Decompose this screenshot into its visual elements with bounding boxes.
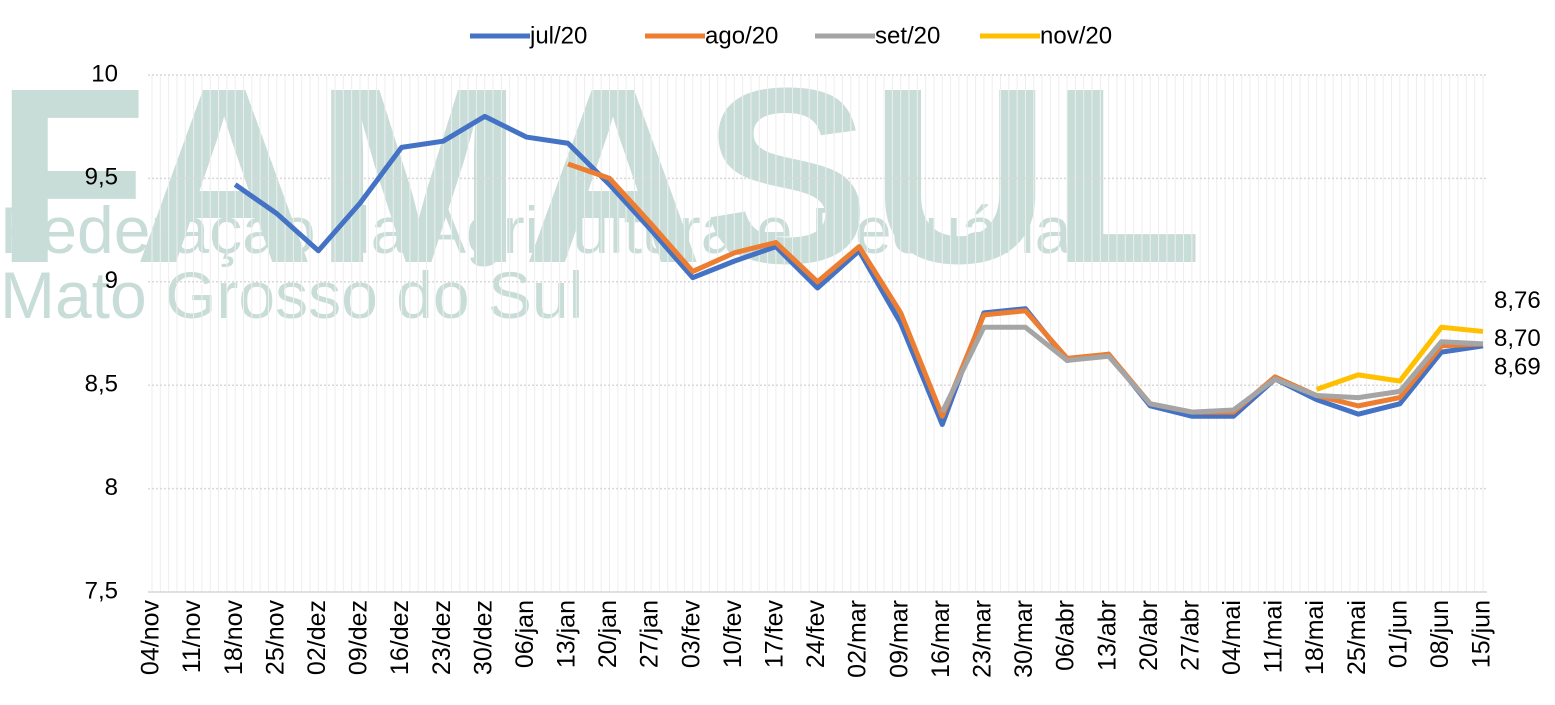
y-tick-label: 7,5 [85,577,118,604]
x-tick-label: 25/mai [1343,600,1371,675]
data-label: 8,76 [1494,287,1541,314]
legend-label: ago/20 [705,22,778,49]
x-tick-label: 16/dez [386,600,414,675]
x-tick-label: 06/jan [511,600,539,668]
x-tick-label: 09/mar [885,600,913,678]
x-tick-label: 17/fev [761,600,789,669]
x-tick-label: 27/abr [1176,600,1204,671]
x-tick-label: 16/mar [927,600,955,678]
x-tick-label: 01/jun [1384,600,1412,668]
y-tick-label: 9,5 [85,164,118,191]
x-tick-label: 24/fev [802,600,830,669]
data-label: 8,69 [1494,353,1541,380]
x-tick-label: 03/fev [677,600,705,669]
y-tick-label: 10 [91,60,118,87]
x-tick-label: 09/dez [345,600,373,675]
legend-label: jul/20 [529,22,587,49]
legend-label: set/20 [875,22,940,49]
x-tick-label: 11/mai [1260,600,1288,673]
x-tick-label: 25/nov [261,600,289,676]
data-label: 8,70 [1494,325,1541,352]
y-tick-label: 9 [105,267,118,294]
x-tick-label: 18/mai [1301,600,1329,675]
series-line [1315,324,1484,392]
x-tick-label: 30/dez [469,600,497,675]
x-tick-label: 10/fev [719,600,747,669]
x-tick-label: 11/nov [178,600,206,674]
y-tick-label: 8,5 [85,371,118,398]
x-tick-label: 30/mar [1010,600,1038,678]
x-tick-label: 08/jun [1426,600,1454,668]
x-tick-label: 06/abr [1052,600,1080,671]
x-tick-label: 04/nov [137,600,165,676]
y-tick-label: 8 [105,474,118,501]
x-tick-label: 23/mar [968,600,996,678]
x-tick-label: 02/mar [844,600,872,678]
x-tick-label: 04/mai [1218,600,1246,675]
x-tick-label: 20/jan [594,600,622,668]
x-tick-label: 02/dez [303,600,331,675]
x-tick-label: 18/nov [220,600,248,676]
legend-label: nov/20 [1040,22,1112,49]
x-tick-label: 20/abr [1135,600,1163,671]
watermark-line: Federação da Agricultura e Pecuária [0,193,1072,267]
watermark-line: Mato Grosso do Sul [0,258,583,332]
x-tick-label: 27/jan [636,600,664,668]
series-line [567,161,1484,419]
x-tick-label: 13/jan [553,600,581,668]
x-tick-label: 13/abr [1093,600,1121,671]
series-line [940,324,1484,415]
x-tick-label: 15/jun [1468,600,1496,668]
x-tick-label: 23/dez [428,600,456,675]
